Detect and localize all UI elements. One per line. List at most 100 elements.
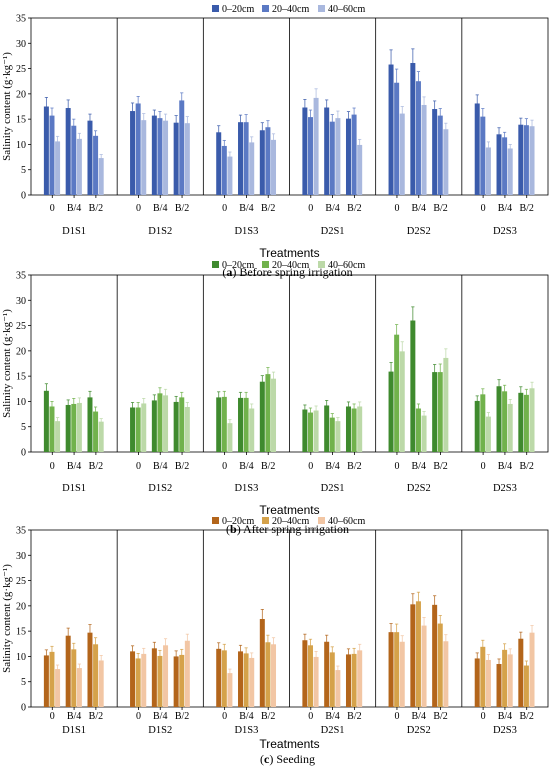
group-label-D1S2: D1S2 xyxy=(148,226,172,237)
bar-D2S3-0-0–20cm xyxy=(474,103,480,195)
bar-D1S3-0-20–40cm xyxy=(221,396,227,452)
bar-D2S1-0-0–20cm xyxy=(302,640,308,707)
group-label-D2S3: D2S3 xyxy=(493,226,517,237)
x-sub-label: 0 xyxy=(50,461,55,472)
y-tick-label: 0 xyxy=(21,191,26,202)
bar-D2S1-B/4-0–20cm xyxy=(324,405,330,452)
bar-D2S2-0-0–20cm xyxy=(388,64,394,195)
bar-D1S1-B/4-40–60cm xyxy=(76,138,82,195)
x-sub-label: 0 xyxy=(50,203,55,214)
x-sub-label: 0 xyxy=(394,203,399,214)
bar-D2S3-B/4-40–60cm xyxy=(507,148,513,195)
chart-panel-b: 0 5 10 15 20 25 30 35 Salinity content (g·kg⁻¹) 0… xyxy=(1,260,549,536)
legend-label-40–60cm: 40–60cm xyxy=(328,4,365,15)
bar-D1S2-B/2-40–60cm xyxy=(184,406,190,452)
y-axis-title: Salinity content (g·kg⁻¹) xyxy=(1,564,13,673)
bar-D1S2-0-40–60cm xyxy=(141,120,147,195)
caption-paren: ( xyxy=(226,522,230,536)
legend-swatch-20–40cm xyxy=(262,5,269,12)
bar-D1S2-B/2-20–40cm xyxy=(179,397,185,452)
group-label-D2S1: D2S1 xyxy=(321,725,345,736)
bar-D1S1-B/2-40–60cm xyxy=(98,660,104,707)
y-tick-label: 10 xyxy=(16,397,26,408)
legend-swatch-40–60cm xyxy=(318,517,325,524)
bar-D1S3-B/2-20–40cm xyxy=(265,127,271,195)
y-tick-label: 15 xyxy=(16,372,26,383)
x-sub-label: B/2 xyxy=(519,711,533,722)
bar-D2S2-B/4-20–40cm xyxy=(415,408,421,452)
legend-swatch-0–20cm xyxy=(212,5,219,12)
x-sub-label: 0 xyxy=(136,203,141,214)
caption-text: ) Before spring irrigation xyxy=(232,265,352,279)
y-tick-label: 30 xyxy=(16,296,26,307)
bar-D2S3-0-0–20cm xyxy=(474,658,480,707)
bar-D2S3-B/4-0–20cm xyxy=(496,664,502,707)
x-sub-label: B/4 xyxy=(67,711,81,722)
bar-D2S1-0-40–60cm xyxy=(313,410,319,452)
bar-D2S3-B/2-40–60cm xyxy=(529,388,535,452)
bar-D2S1-0-20–40cm xyxy=(307,412,313,452)
x-axis-title: Treatments xyxy=(259,503,319,517)
x-sub-label: 0 xyxy=(50,711,55,722)
bar-D2S3-0-20–40cm xyxy=(480,394,486,452)
bar-D2S2-B/2-0–20cm xyxy=(432,604,438,707)
bar-D2S2-0-40–60cm xyxy=(399,113,405,195)
x-sub-label: B/4 xyxy=(153,711,167,722)
bar-D2S3-B/2-20–40cm xyxy=(523,394,529,452)
x-sub-label: B/2 xyxy=(433,461,447,472)
bar-D1S2-B/2-0–20cm xyxy=(173,656,179,707)
bar-D1S3-B/4-40–60cm xyxy=(249,142,255,195)
bar-D2S1-B/2-40–60cm xyxy=(357,144,363,195)
bar-D2S3-B/2-20–40cm xyxy=(523,665,529,707)
x-sub-label: 0 xyxy=(394,711,399,722)
x-sub-label: 0 xyxy=(481,203,486,214)
bar-D1S1-B/4-20–40cm xyxy=(71,649,77,707)
x-sub-label: 0 xyxy=(136,711,141,722)
bar-D1S2-0-20–40cm xyxy=(135,658,141,707)
x-sub-label: B/2 xyxy=(261,461,275,472)
bar-D1S3-0-0–20cm xyxy=(216,648,222,707)
x-sub-label: B/4 xyxy=(498,203,512,214)
bar-D1S1-0-40–60cm xyxy=(55,421,61,452)
bar-D1S1-0-0–20cm xyxy=(43,390,49,452)
x-sub-label: B/4 xyxy=(239,711,253,722)
bar-D2S2-B/2-0–20cm xyxy=(432,109,438,195)
bar-D2S3-0-0–20cm xyxy=(474,400,480,452)
chart-panel-c: 0 5 10 15 20 25 30 35 Salinity content (g·kg⁻¹) 0… xyxy=(1,516,549,766)
bar-D2S1-0-40–60cm xyxy=(313,656,319,707)
y-tick-label: 0 xyxy=(21,448,26,459)
bar-D2S3-0-20–40cm xyxy=(480,116,486,195)
bar-D2S3-0-40–60cm xyxy=(485,416,491,452)
bar-D1S3-0-40–60cm xyxy=(227,156,233,195)
y-tick-label: 0 xyxy=(21,703,26,714)
bar-D2S2-B/4-0–20cm xyxy=(410,604,416,707)
y-tick-label: 35 xyxy=(16,14,26,25)
x-sub-label: B/4 xyxy=(67,203,81,214)
group-label-D1S1: D1S1 xyxy=(62,725,86,736)
bar-D2S2-B/4-20–40cm xyxy=(415,81,421,195)
panel-caption: (b) After spring irrigation xyxy=(226,522,349,536)
bar-D2S2-B/2-40–60cm xyxy=(443,641,449,707)
x-sub-label: B/4 xyxy=(325,203,339,214)
x-sub-label: B/2 xyxy=(261,711,275,722)
group-label-D1S1: D1S1 xyxy=(62,226,86,237)
bar-D2S2-B/4-0–20cm xyxy=(410,320,416,452)
legend-label-20–40cm: 20–40cm xyxy=(272,516,309,527)
legend-swatch-0–20cm xyxy=(212,261,219,268)
legend-label-20–40cm: 20–40cm xyxy=(272,4,309,15)
bar-D2S3-B/2-40–60cm xyxy=(529,126,535,195)
bar-D2S3-B/4-20–40cm xyxy=(502,649,508,707)
bar-D1S1-B/4-40–60cm xyxy=(76,402,82,452)
bar-D2S2-B/2-0–20cm xyxy=(432,372,438,452)
bar-D2S2-B/2-20–40cm xyxy=(437,372,443,452)
y-tick-label: 5 xyxy=(21,677,26,688)
bar-D1S2-B/2-20–40cm xyxy=(179,100,185,195)
bar-D1S3-B/4-0–20cm xyxy=(238,397,244,452)
bar-D1S3-B/4-40–60cm xyxy=(249,657,255,707)
bar-D1S1-0-40–60cm xyxy=(55,141,61,195)
bar-D2S3-B/2-40–60cm xyxy=(529,632,535,707)
y-tick-label: 10 xyxy=(16,140,26,151)
x-sub-label: B/4 xyxy=(498,461,512,472)
bar-D1S1-0-20–40cm xyxy=(49,115,55,195)
bar-D2S2-B/4-20–40cm xyxy=(415,601,421,707)
